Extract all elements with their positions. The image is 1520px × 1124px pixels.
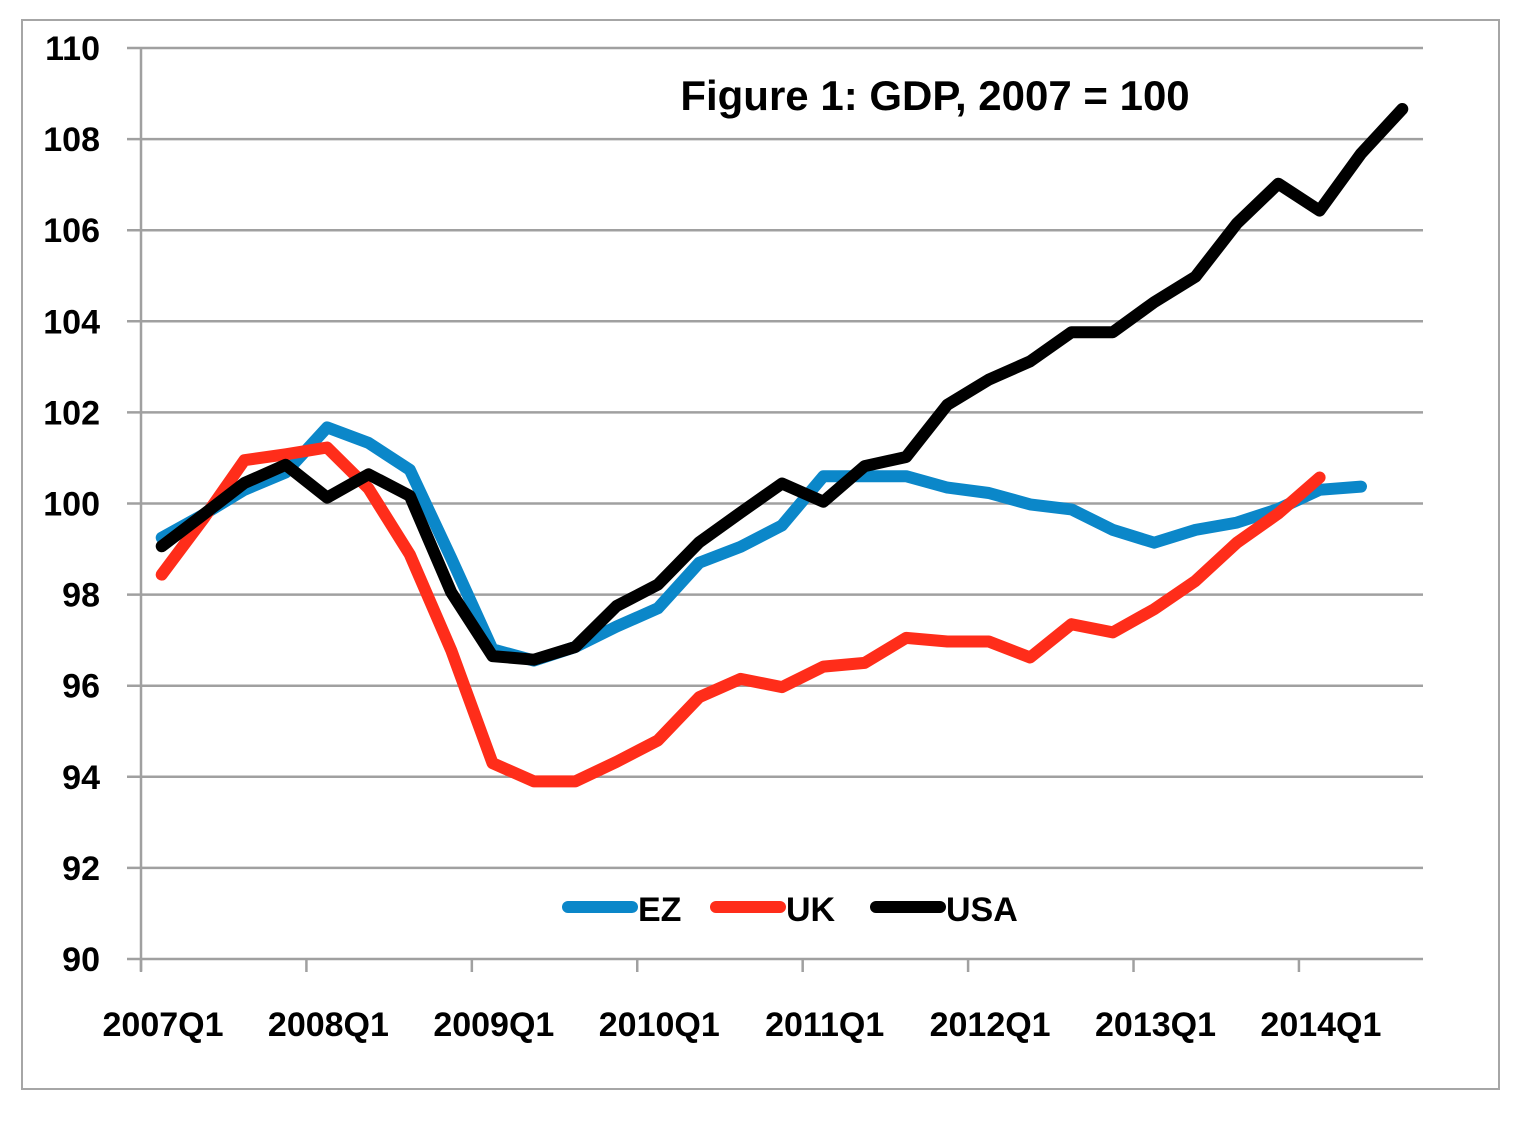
y-tick-label: 98 bbox=[62, 577, 100, 615]
x-tick-label: 2014Q1 bbox=[1260, 1006, 1381, 1044]
legend-label-uk: UK bbox=[786, 891, 836, 929]
y-tick-label: 104 bbox=[43, 303, 100, 341]
x-axis-tick-labels: 2007Q1 2008Q1 2009Q1 2010Q1 2011Q1 2012Q1 2013… bbox=[103, 1006, 1382, 1044]
y-tick-label: 94 bbox=[62, 759, 100, 797]
y-tick-label: 110 bbox=[45, 30, 100, 68]
y-tick-label: 102 bbox=[43, 394, 100, 432]
x-tick-label: 2012Q1 bbox=[930, 1006, 1051, 1044]
y-tick-label: 92 bbox=[62, 850, 100, 888]
gridlines bbox=[127, 46, 1423, 961]
series-line-ez bbox=[155, 421, 1367, 667]
x-tick-label: 2011Q1 bbox=[765, 1006, 884, 1044]
y-tick-label: 100 bbox=[43, 486, 100, 524]
y-axis-tick-labels: 90 92 94 96 98 100 102 104 106 108 110 bbox=[43, 30, 100, 979]
y-tick-label: 96 bbox=[62, 668, 100, 706]
chart-title: Figure 1: GDP, 2007 = 100 bbox=[680, 72, 1189, 119]
series-line-usa bbox=[155, 103, 1409, 666]
x-tick-label: 2008Q1 bbox=[268, 1006, 389, 1044]
y-tick-label: 106 bbox=[43, 212, 100, 250]
x-tick-label: 2009Q1 bbox=[433, 1006, 554, 1044]
legend-label-ez: EZ bbox=[638, 891, 681, 929]
legend: EZ UK USA bbox=[562, 891, 1018, 929]
x-tick-label: 2010Q1 bbox=[599, 1006, 720, 1044]
series-lines bbox=[155, 103, 1409, 788]
series-line-uk bbox=[155, 441, 1326, 788]
legend-label-usa: USA bbox=[946, 891, 1018, 929]
axes bbox=[139, 48, 1301, 972]
y-tick-label: 108 bbox=[43, 121, 100, 159]
x-tick-label: 2007Q1 bbox=[103, 1006, 224, 1044]
x-tick-label: 2013Q1 bbox=[1095, 1006, 1216, 1044]
y-tick-label: 90 bbox=[62, 941, 100, 979]
